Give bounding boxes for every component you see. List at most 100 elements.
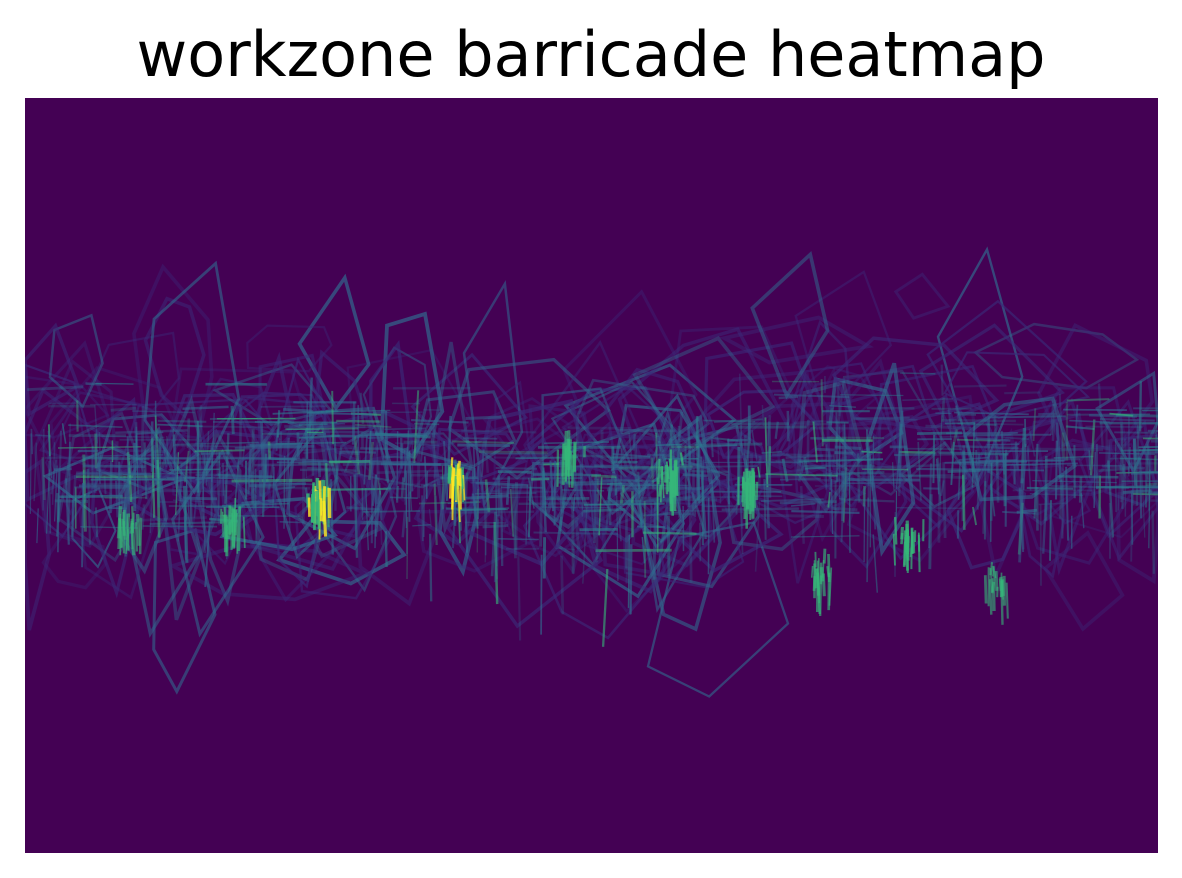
barricade-streak [494, 456, 576, 460]
barricade-outline [656, 425, 761, 589]
barricade-streak [353, 436, 361, 475]
barricade-streak [406, 516, 409, 580]
barricade-streak [1121, 449, 1158, 452]
barricade-streak [368, 430, 372, 454]
barricade-streak [997, 447, 1032, 451]
barricade-streak [93, 462, 100, 494]
barricade-streak [652, 501, 658, 580]
barricade-streak [1042, 492, 1048, 554]
barricade-streak [1088, 450, 1091, 470]
hotspot-streak [242, 516, 246, 549]
barricade-streak [296, 432, 300, 460]
barricade-streak [583, 508, 626, 513]
barricade-streak [1120, 424, 1125, 473]
barricade-streak [710, 436, 714, 458]
barricade-streak [827, 492, 831, 508]
barricade-streak [509, 488, 514, 537]
barricade-streak [278, 431, 283, 485]
barricade-streak [1066, 398, 1110, 402]
barricade-streak [565, 479, 643, 484]
barricade-streak [267, 457, 328, 463]
barricade-outline [353, 429, 448, 607]
barricade-streak [848, 472, 851, 553]
barricade-outline [33, 359, 120, 548]
barricade-streak [423, 408, 442, 412]
barricade-streak [217, 466, 222, 517]
barricade-streak [142, 487, 183, 492]
barricade-outline [433, 427, 528, 482]
barricade-streak [484, 506, 487, 556]
barricade-streak [940, 364, 944, 396]
barricade-outline [790, 320, 857, 512]
barricade-streak [786, 410, 790, 442]
barricade-streak [219, 475, 273, 479]
barricade-streak [377, 477, 382, 495]
barricade-streak [81, 482, 85, 568]
barricade-streak [1004, 391, 1041, 395]
barricade-outline [90, 396, 143, 599]
barricade-streak [272, 466, 275, 508]
hotspot-streak [138, 517, 143, 555]
barricade-streak [95, 476, 136, 481]
barricade-streak [299, 468, 334, 472]
hotspot-streak [315, 490, 319, 517]
hotspot-streak [989, 567, 994, 593]
barricade-streak [511, 484, 517, 559]
hotspot-streak [134, 522, 138, 552]
barricade-outline [296, 475, 384, 559]
barricade-streak [1107, 460, 1115, 538]
barricade-streak [492, 477, 567, 480]
barricade-streak [1058, 393, 1065, 472]
barricade-streak [475, 481, 529, 487]
barricade-streak [594, 464, 650, 469]
barricade-outline [617, 327, 793, 504]
hotspot-streak [904, 537, 909, 561]
barricade-streak [433, 483, 438, 546]
barricade-streak [703, 419, 756, 423]
barricade-streak [143, 442, 148, 500]
barricade-outline [225, 412, 370, 603]
barricade-streak [593, 478, 669, 483]
barricade-streak [166, 435, 169, 465]
barricade-streak [205, 430, 210, 486]
barricade-streak [760, 513, 824, 518]
barricade-streak [465, 415, 502, 420]
barricade-streak [520, 454, 548, 458]
barricade-streak [855, 418, 918, 421]
barricade-outline [196, 428, 242, 607]
barricade-outline [718, 315, 874, 365]
barricade-streak [421, 495, 424, 542]
barricade-streak [1148, 469, 1151, 549]
barricade-streak [688, 513, 693, 583]
barricade-streak [363, 435, 368, 485]
barricade-outline [48, 313, 104, 409]
barricade-streak [463, 475, 469, 553]
barricade-streak [827, 451, 832, 480]
barricade-streak [258, 470, 263, 497]
barricade-streak [193, 479, 199, 518]
barricade-streak [989, 463, 992, 542]
hotspot-streak [222, 514, 228, 540]
barricade-streak [384, 427, 426, 431]
barricade-streak [322, 434, 391, 438]
barricade-streak [413, 422, 440, 426]
barricade-streak [641, 537, 646, 564]
barricade-streak [1138, 445, 1158, 449]
barricade-streak [365, 487, 369, 551]
barricade-streak [204, 521, 211, 588]
barricade-streak [1093, 451, 1097, 509]
barricade-streak [478, 450, 548, 454]
barricade-streak [982, 449, 987, 534]
barricade-streak [953, 384, 1007, 388]
barricade-streak [601, 568, 609, 647]
barricade-outline [78, 461, 156, 600]
barricade-streak [835, 412, 839, 482]
barricade-streak [531, 477, 550, 481]
barricade-streak [283, 455, 286, 529]
barricade-streak [27, 385, 84, 392]
barricade-streak [799, 486, 805, 544]
barricade-streak [194, 449, 245, 453]
barricade-outline [297, 273, 371, 412]
barricade-streak [607, 482, 623, 486]
barricade-streak [428, 533, 433, 602]
